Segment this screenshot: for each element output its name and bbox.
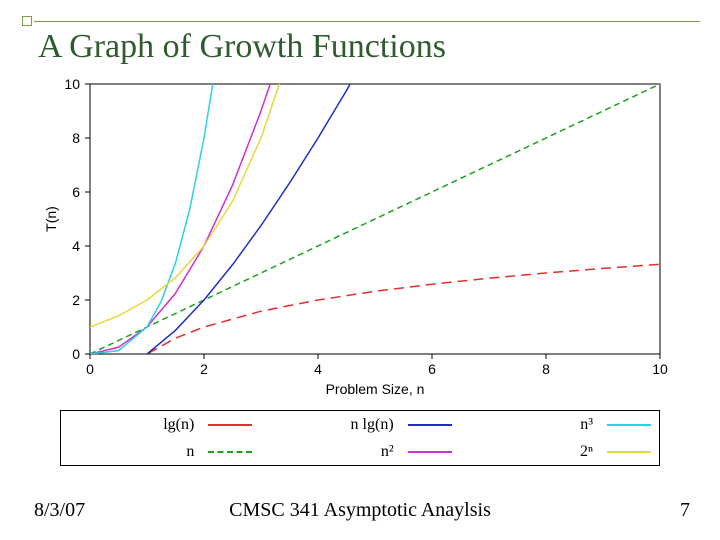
series-n^3 <box>90 78 221 354</box>
legend-item: n lg(n) <box>260 416 459 434</box>
legend-label: 2ⁿ <box>580 443 593 461</box>
svg-text:2: 2 <box>200 361 208 377</box>
svg-text:2: 2 <box>72 292 80 308</box>
series-n^2 <box>90 78 290 354</box>
chart-svg: 0 2 4 6 8 10 0 2 4 6 8 10 Problem Size, n T(n) <box>40 78 680 398</box>
title-accent-square <box>22 16 32 26</box>
svg-text:8: 8 <box>542 361 550 377</box>
svg-text:10: 10 <box>652 361 668 377</box>
legend-item: 2ⁿ <box>460 443 659 461</box>
svg-text:0: 0 <box>86 361 94 377</box>
legend-item: n <box>61 443 260 461</box>
svg-text:Problem Size, n: Problem Size, n <box>326 381 425 397</box>
slide-title: A Graph of Growth Functions <box>38 28 446 66</box>
legend-label: n lg(n) <box>351 416 394 434</box>
legend-item: n³ <box>460 416 659 434</box>
footer-center: CMSC 341 Asymptotic Anaylsis <box>0 499 720 522</box>
footer-page-number: 7 <box>680 499 690 522</box>
series-lg(n) <box>101 264 660 398</box>
legend-swatch <box>607 424 651 426</box>
legend-swatch <box>208 424 252 426</box>
svg-text:T(n): T(n) <box>43 206 59 232</box>
legend-label: n² <box>381 443 394 461</box>
svg-text:6: 6 <box>72 184 80 200</box>
legend-item: n² <box>260 443 459 461</box>
legend-swatch <box>408 424 452 426</box>
legend-swatch <box>208 451 252 453</box>
legend-item: lg(n) <box>61 416 260 434</box>
legend-label: n³ <box>580 416 593 434</box>
legend-swatch <box>408 451 452 453</box>
svg-text:4: 4 <box>314 361 322 377</box>
series-n lg(n) <box>119 78 376 368</box>
series-n <box>90 84 660 354</box>
svg-text:6: 6 <box>428 361 436 377</box>
svg-text:4: 4 <box>72 238 80 254</box>
growth-chart: 0 2 4 6 8 10 0 2 4 6 8 10 Problem Size, n T(n) <box>40 78 680 398</box>
legend-swatch <box>607 451 651 453</box>
svg-text:0: 0 <box>72 346 80 362</box>
legend-label: n <box>186 443 194 461</box>
slide: A Graph of Growth Functions 0 2 4 6 8 10 0 2 4 6 8… <box>0 0 720 540</box>
legend-label: lg(n) <box>163 416 194 434</box>
chart-legend: lg(n) n lg(n) n³ n n² 2ⁿ <box>60 410 660 466</box>
svg-text:8: 8 <box>72 130 80 146</box>
title-rule <box>34 21 700 22</box>
svg-text:10: 10 <box>64 78 80 92</box>
